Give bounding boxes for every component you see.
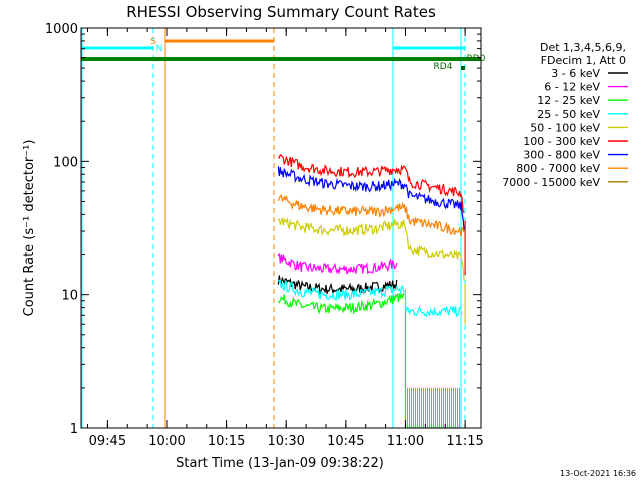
- series-line-7: [277, 194, 465, 237]
- flag-bars: SN RD4 RD0: [81, 28, 486, 428]
- y-tick-label: 1: [70, 422, 78, 437]
- legend-label: 800 - 7000 keV: [516, 162, 600, 175]
- footer-stamp: 13-Oct-2021 16:36: [560, 469, 636, 478]
- flag-label-s: S: [150, 37, 156, 47]
- y-tick-label: 100: [53, 155, 78, 170]
- legend-label: 50 - 100 keV: [530, 121, 600, 134]
- legend-header-line-1: Det 1,3,4,5,6,9,: [540, 41, 626, 54]
- tick-labels: 09:45 10:00 10:15 10:30 10:45 11:00 11:15 1 10 10…: [45, 22, 484, 449]
- plot-frame: [80, 27, 482, 429]
- legend-label: 300 - 800 keV: [523, 149, 600, 162]
- flag-label-n: N: [156, 44, 163, 54]
- series-line-6: [277, 166, 465, 230]
- rd-marker: [461, 66, 465, 70]
- legend-label: 7000 - 15000 keV: [502, 176, 600, 189]
- flag-label-rd4: RD4: [434, 62, 453, 72]
- axes: [80, 27, 482, 429]
- series-line-3: [277, 279, 461, 318]
- legend: Det 1,3,4,5,6,9, FDecim 1, Att 0 3 - 6 k…: [502, 41, 628, 189]
- legend-header-line-2: FDecim 1, Att 0: [541, 54, 626, 67]
- legend-label: 100 - 300 keV: [523, 135, 600, 148]
- x-tick-label: 11:15: [446, 434, 483, 449]
- series-line-4: [277, 216, 466, 325]
- y-tick-label: 10: [61, 289, 78, 304]
- legend-label: 12 - 25 keV: [537, 94, 600, 107]
- legend-label: 25 - 50 keV: [537, 108, 600, 121]
- x-tick-label: 09:45: [89, 434, 126, 449]
- series-layer: [277, 153, 466, 429]
- x-axis-label: Start Time (13-Jan-09 09:38:22): [176, 456, 384, 471]
- legend-label: 3 - 6 keV: [551, 67, 600, 80]
- series-line-1: [277, 253, 398, 276]
- x-tick-label: 10:45: [327, 434, 364, 449]
- y-tick-label: 1000: [45, 22, 78, 37]
- x-tick-label: 10:30: [267, 434, 304, 449]
- series-line-5: [277, 153, 466, 276]
- flag-label-rd0: RD0: [467, 54, 486, 64]
- chart-title: RHESSI Observing Summary Count Rates: [126, 3, 436, 21]
- x-tick-label: 11:00: [387, 434, 424, 449]
- legend-label: 6 - 12 keV: [544, 81, 600, 94]
- x-tick-label: 10:00: [148, 434, 185, 449]
- y-axis-label: Count Rate (s⁻¹ detector⁻¹): [22, 140, 37, 317]
- x-tick-label: 10:15: [208, 434, 245, 449]
